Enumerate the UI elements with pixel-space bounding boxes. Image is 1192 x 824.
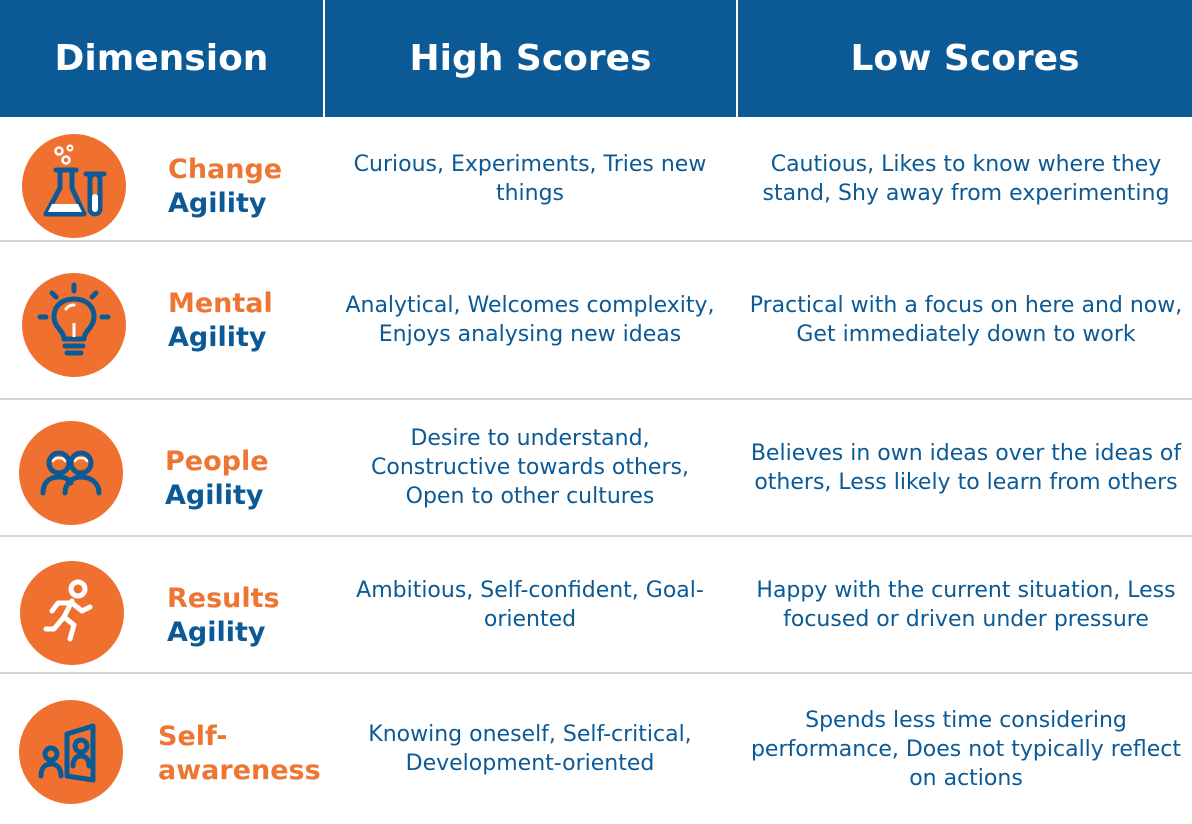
dimension-name-line1: Self- xyxy=(158,721,228,752)
table-row: People Agility Desire to understand, Con… xyxy=(0,400,1192,535)
dimension-label: People Agility xyxy=(165,445,269,513)
table-row: Results Agility Ambitious, Self-confiden… xyxy=(0,537,1192,672)
dimension-label: Change Agility xyxy=(168,153,282,221)
row-separator xyxy=(0,535,1192,537)
lightbulb-icon xyxy=(22,273,126,377)
dimension-label: Results Agility xyxy=(167,582,280,650)
mirror-person-icon xyxy=(19,700,123,804)
dimension-name-line1: Change xyxy=(168,154,283,185)
low-scores-cell: Spends less time considering performance… xyxy=(750,707,1182,791)
table-row: Mental Agility Analytical, Welcomes comp… xyxy=(0,242,1192,398)
low-scores-cell: Cautious, Likes to know where they stand… xyxy=(762,151,1170,206)
low-scores-cell: Practical with a focus on here and now, … xyxy=(749,293,1183,347)
dimension-name-line2: Agility xyxy=(165,480,264,511)
header-high-scores: High Scores xyxy=(409,38,652,79)
dimension-name-line2: Agility xyxy=(167,617,266,648)
dimension-name-line1: Results xyxy=(167,583,280,614)
header-dimension: Dimension xyxy=(54,38,269,79)
dimension-name-line2: awareness xyxy=(158,755,321,786)
row-separator xyxy=(0,398,1192,400)
high-scores-cell: Desire to understand, Constructive towar… xyxy=(371,426,689,509)
dimension-name-line2: Agility xyxy=(168,322,267,353)
dimension-name-line2: Agility xyxy=(168,188,267,219)
dimension-label: Mental Agility xyxy=(168,287,273,355)
table-row: Change Agility Curious, Experiments, Tri… xyxy=(0,117,1192,240)
high-scores-cell: Ambitious, Self-confident, Goal-oriented xyxy=(356,577,704,632)
table-header: Dimension High Scores Low Scores xyxy=(0,0,1192,117)
low-scores-cell: Happy with the current situation, Less f… xyxy=(756,577,1176,632)
header-divider xyxy=(323,0,325,117)
row-separator xyxy=(0,672,1192,674)
high-scores-cell: Curious, Experiments, Tries new things xyxy=(353,151,707,206)
low-scores-cell: Believes in own ideas over the ideas of … xyxy=(750,440,1182,495)
header-low-scores: Low Scores xyxy=(850,38,1080,79)
high-scores-cell: Analytical, Welcomes complexity, Enjoys … xyxy=(345,293,715,347)
table-row: Self- awareness Knowing oneself, Self-cr… xyxy=(0,674,1192,820)
dimension-label: Self- awareness xyxy=(158,720,321,788)
running-person-icon xyxy=(20,561,124,665)
flask-icon xyxy=(22,134,126,238)
header-divider xyxy=(736,0,738,117)
dimension-name-line1: Mental xyxy=(168,288,273,319)
dimension-name-line1: People xyxy=(165,446,269,477)
high-scores-cell: Knowing oneself, Self-critical, Developm… xyxy=(368,722,692,776)
people-icon xyxy=(19,421,123,525)
row-separator xyxy=(0,240,1192,242)
